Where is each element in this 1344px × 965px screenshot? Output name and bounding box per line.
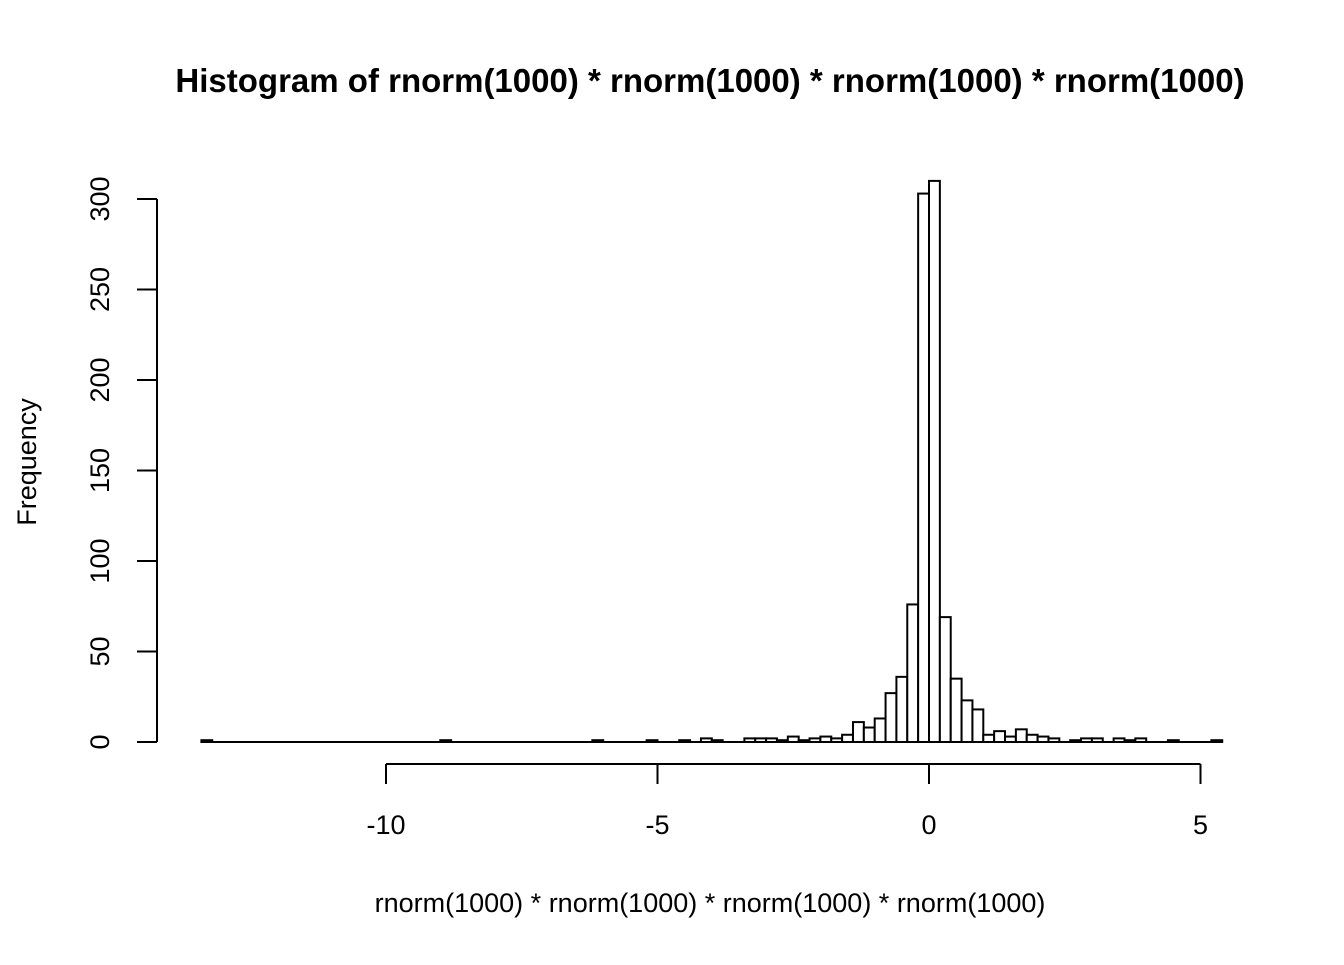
histogram-bar xyxy=(873,717,887,743)
histogram-bar xyxy=(645,739,659,744)
histogram-bar xyxy=(1090,737,1104,744)
histogram-bar xyxy=(1004,735,1017,744)
histogram-bar xyxy=(938,616,952,743)
histogram-bar xyxy=(786,735,800,744)
histogram-bar xyxy=(917,192,931,743)
histogram-bar xyxy=(1210,739,1224,744)
histogram-bar xyxy=(841,733,854,744)
histogram-bar xyxy=(971,708,985,743)
x-tick-label: 0 xyxy=(921,810,936,840)
y-tick-label: 200 xyxy=(85,357,115,402)
chart-title: Histogram of rnorm(1000) * rnorm(1000) *… xyxy=(175,62,1244,99)
histogram-bar xyxy=(1112,737,1126,744)
histogram-bar xyxy=(743,737,757,744)
histogram-bar xyxy=(808,737,822,744)
y-tick-label: 50 xyxy=(85,636,115,666)
x-tick-label: -5 xyxy=(645,810,669,840)
y-tick-label: 300 xyxy=(85,176,115,221)
histogram-bar xyxy=(439,739,453,744)
histogram-bar xyxy=(982,733,996,744)
histogram-bar xyxy=(1036,735,1050,744)
y-tick-label: 100 xyxy=(85,538,115,583)
x-axis: -10 -5 0 5 xyxy=(366,763,1208,840)
histogram-bar xyxy=(993,730,1007,744)
x-axis-title: rnorm(1000) * rnorm(1000) * rnorm(1000) … xyxy=(375,888,1046,918)
histogram-bar xyxy=(775,739,789,744)
x-tick-label: 5 xyxy=(1193,810,1208,840)
histogram-bar xyxy=(928,179,941,743)
histogram-bar xyxy=(699,737,713,744)
histogram-bar xyxy=(1080,737,1093,744)
histogram-bar xyxy=(765,737,778,744)
histogram-bar xyxy=(960,699,974,743)
histogram-bar xyxy=(678,739,692,744)
histogram-bar xyxy=(884,692,898,744)
y-axis: 0 50 100 150 200 250 300 xyxy=(85,176,158,750)
histogram-bars xyxy=(200,179,1224,744)
y-tick-label: 250 xyxy=(85,267,115,312)
y-tick-label: 0 xyxy=(85,734,115,749)
histogram-bar xyxy=(591,739,605,744)
histogram-bar xyxy=(1134,737,1148,744)
y-tick-label: 150 xyxy=(85,448,115,493)
y-axis-title: Frequency xyxy=(12,398,42,526)
x-tick-label: -10 xyxy=(366,810,405,840)
histogram-bar xyxy=(819,735,833,744)
histogram-bar xyxy=(906,603,920,743)
histogram-bar xyxy=(200,739,214,744)
histogram-bar xyxy=(797,739,811,744)
histogram-bar xyxy=(1123,739,1137,744)
histogram-bar xyxy=(1025,733,1039,744)
histogram-bar xyxy=(754,737,768,744)
histogram-bar xyxy=(895,675,909,744)
histogram-bar xyxy=(830,737,844,744)
histogram-bar xyxy=(949,677,963,744)
histogram-bar xyxy=(851,721,865,744)
histogram-bar xyxy=(1069,739,1083,744)
histogram-bar xyxy=(1166,739,1180,744)
histogram-bar xyxy=(1014,728,1028,744)
histogram-bar xyxy=(710,739,724,744)
histogram-bar xyxy=(862,726,876,744)
histogram-bar xyxy=(1047,737,1061,744)
